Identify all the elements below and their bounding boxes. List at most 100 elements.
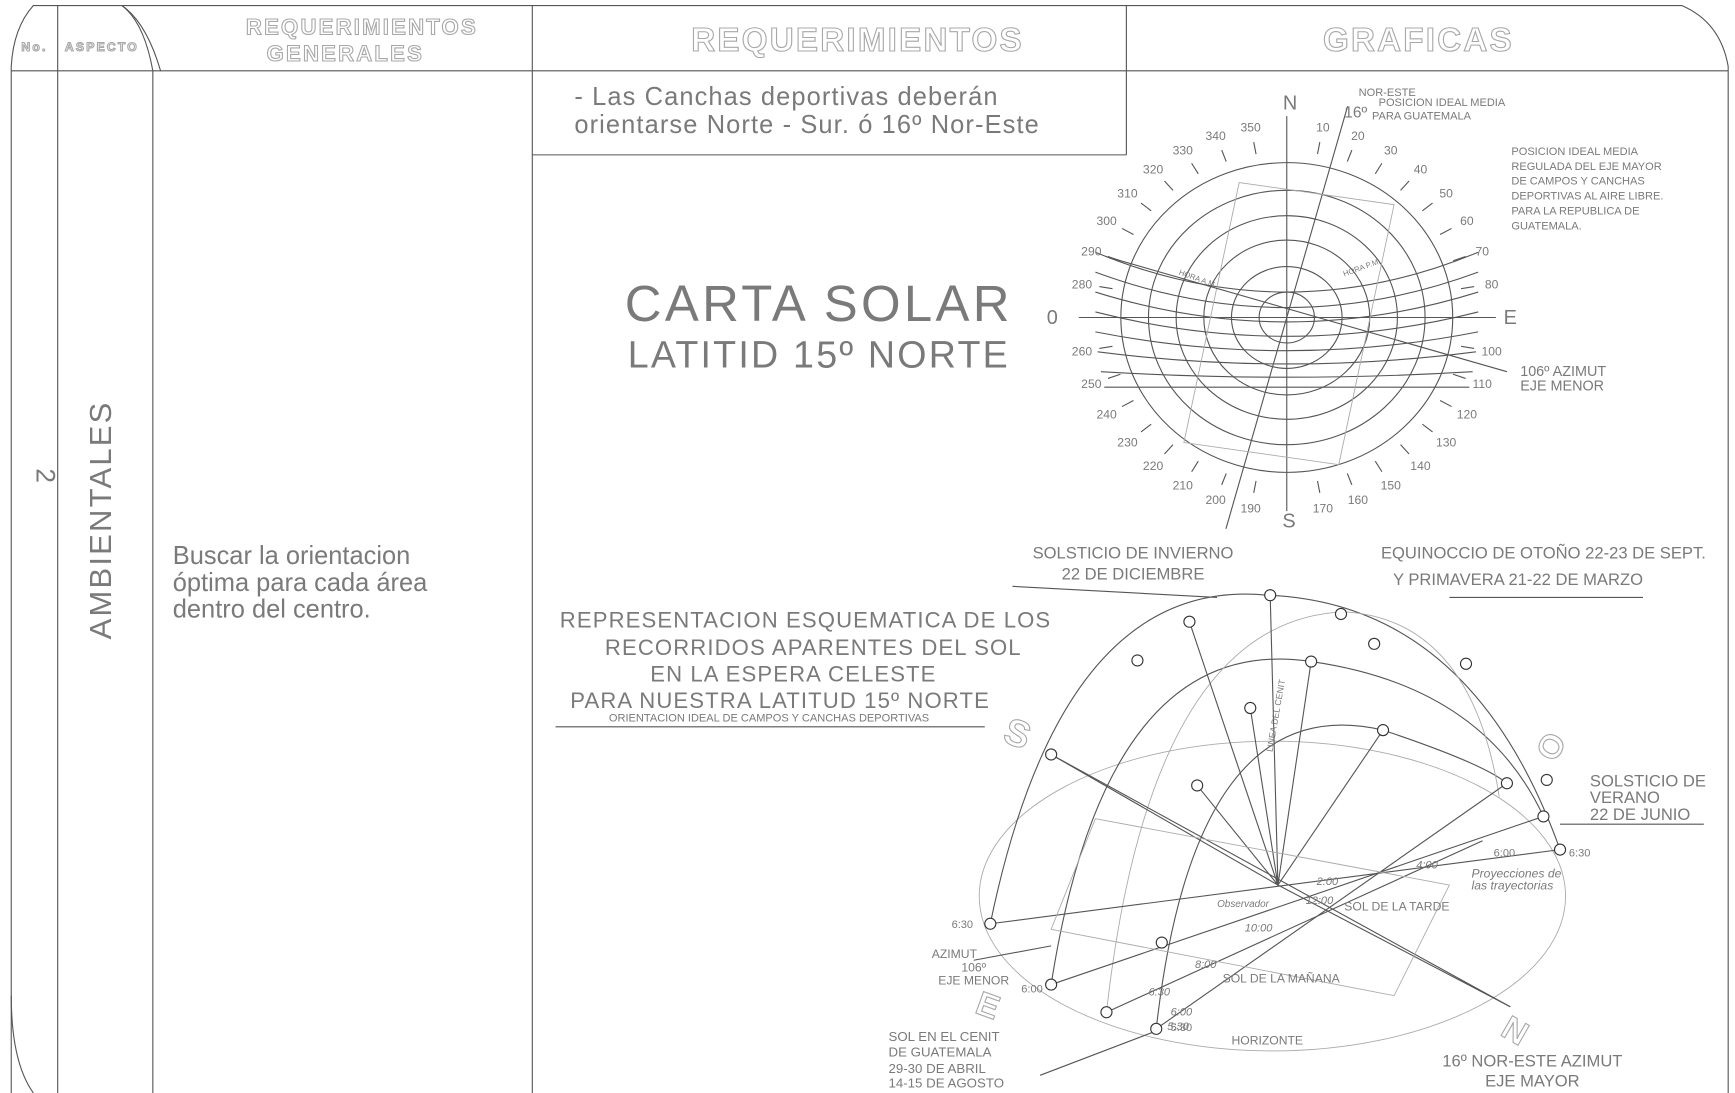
- header-requirements: REQUERIMIENTOS: [691, 22, 1024, 59]
- general-text: dentro del centro.: [173, 595, 371, 623]
- degree-label: 100: [1481, 345, 1502, 359]
- compass-tick: [1164, 444, 1174, 455]
- diagram-label: 6:00: [1021, 983, 1043, 995]
- requirement-text: - Las Canchas deportivas deberán: [574, 83, 998, 111]
- degree-label: 260: [1072, 345, 1093, 359]
- compass-tick: [1374, 162, 1383, 175]
- compass-tick: [1452, 373, 1466, 379]
- degree-label: 110: [1473, 377, 1493, 391]
- degree-label: 170: [1313, 502, 1334, 516]
- diagram-label: RECORRIDOS APARENTES DEL SOL: [605, 635, 1022, 660]
- diagram-label: 6:00: [1171, 1007, 1193, 1019]
- header-aspect: ASPECTO: [65, 40, 139, 54]
- header-no: No.: [21, 40, 47, 54]
- compass-tick: [1253, 141, 1257, 155]
- compass-tick: [1316, 480, 1321, 494]
- diagram-label: 29-30 DE ABRIL: [889, 1061, 986, 1076]
- note: PARA LA REPUBLICA DE: [1511, 206, 1639, 218]
- diagram-label: EJE MENOR: [938, 974, 1009, 988]
- degree-label: 40: [1414, 163, 1428, 177]
- diagram-label: EQUINOCCIO DE OTOÑO 22-23 DE SEPT.: [1381, 543, 1706, 563]
- diagram-label: 22 DE JUNIO: [1590, 805, 1691, 824]
- compass-tick: [1400, 180, 1410, 191]
- diagram-label: las trayectorias: [1472, 878, 1554, 892]
- compass-tick: [1316, 141, 1321, 155]
- degree-label: 130: [1436, 435, 1457, 449]
- degree-label: 310: [1117, 186, 1138, 200]
- compass-tick: [1253, 480, 1257, 494]
- degree-label: 330: [1173, 143, 1194, 157]
- compass-tick: [1140, 423, 1152, 433]
- row-number: 2: [31, 468, 61, 483]
- diagram-label: VERANO: [1590, 788, 1660, 807]
- compass-tick: [1374, 460, 1383, 473]
- cardinal: N: [1283, 93, 1297, 115]
- degree-label: 230: [1117, 435, 1138, 449]
- table-frame: [10, 4, 1729, 1093]
- degree-label: 210: [1173, 479, 1194, 493]
- note: 16º: [1344, 104, 1367, 121]
- compass-tick: [1099, 345, 1113, 349]
- degree-label: 340: [1205, 129, 1226, 143]
- degree-label: 10: [1316, 120, 1330, 134]
- note: DEPORTIVAS AL AIRE LIBRE.: [1511, 191, 1663, 203]
- sun-path-diagram: [555, 585, 1704, 1076]
- note: NOR-ESTE: [1359, 87, 1416, 99]
- compass-tick: [1461, 286, 1475, 290]
- degree-label: 300: [1097, 214, 1118, 228]
- note: PARA GUATEMALA: [1372, 110, 1472, 122]
- diagram-label: 22 DE DICIEMBRE: [1062, 565, 1205, 584]
- diagram-label: HORIZONTE: [1231, 1033, 1303, 1047]
- compass-tick: [1164, 180, 1174, 191]
- degree-label: 20: [1351, 129, 1365, 143]
- degree-label: 60: [1460, 214, 1474, 228]
- compass-tick: [1221, 473, 1227, 486]
- degree-label: 220: [1143, 459, 1164, 473]
- row-aspect: AMBIENTALES: [83, 401, 118, 640]
- compass-tick: [1107, 256, 1121, 262]
- diagram-label: 10:00: [1245, 922, 1274, 934]
- note: 106º AZIMUT: [1520, 364, 1606, 380]
- diagram-label: Proyecciones de: [1472, 866, 1562, 880]
- compass-tick: [1140, 202, 1152, 212]
- degree-label: 240: [1097, 408, 1118, 422]
- compass-tick: [1400, 444, 1410, 455]
- diagram-label: Y PRIMAVERA 21-22 DE MARZO: [1393, 570, 1643, 589]
- degree-label: 290: [1081, 245, 1102, 259]
- compass-tick: [1191, 460, 1199, 473]
- degree-label: 140: [1410, 459, 1431, 473]
- diagram-label: 5:30: [1167, 1021, 1189, 1033]
- diagram-label: SOL EN EL CENIT: [889, 1029, 1000, 1044]
- degree-label: 30: [1384, 143, 1398, 157]
- compass-tick: [1121, 227, 1134, 236]
- compass-tick: [1121, 399, 1134, 408]
- degree-label: 320: [1143, 163, 1164, 177]
- degree-label: 80: [1485, 277, 1499, 291]
- diagram-label: SOL DE LA TARDE: [1344, 899, 1449, 913]
- compass-tick: [1107, 373, 1121, 379]
- cardinal: S: [1282, 511, 1295, 533]
- carta-title: CARTA SOLAR: [625, 275, 1013, 332]
- degree-label: 200: [1205, 493, 1226, 507]
- sun-chart: [1078, 106, 1508, 529]
- degree-label: 150: [1381, 479, 1402, 493]
- cardinal-letter: N: [1495, 1009, 1536, 1054]
- cardinal: 0: [1047, 307, 1058, 329]
- diagram-label: 14-15 DE AGOSTO: [889, 1075, 1005, 1090]
- general-text: Buscar la orientacion: [173, 542, 411, 570]
- degree-label: 190: [1241, 502, 1262, 516]
- compass-tick: [1346, 473, 1353, 486]
- diagram-label: 16º NOR-ESTE AZIMUT: [1442, 1051, 1622, 1070]
- degree-label: 350: [1241, 120, 1262, 134]
- compass-tick: [1099, 286, 1113, 290]
- compass-tick: [1439, 399, 1452, 408]
- note: REGULADA DEL EJE MAYOR: [1511, 161, 1661, 173]
- cardinal-letter: O: [1529, 725, 1575, 768]
- diagram-label: SOL DE LA MAÑANA: [1223, 971, 1341, 985]
- degree-label: 250: [1081, 377, 1102, 391]
- diagram-label: 106º: [961, 960, 986, 974]
- diagram-label: ORIENTACION IDEAL DE CAMPOS Y CANCHAS DE…: [609, 712, 929, 724]
- degree-label: 70: [1475, 245, 1489, 259]
- compass-tick: [1461, 345, 1475, 349]
